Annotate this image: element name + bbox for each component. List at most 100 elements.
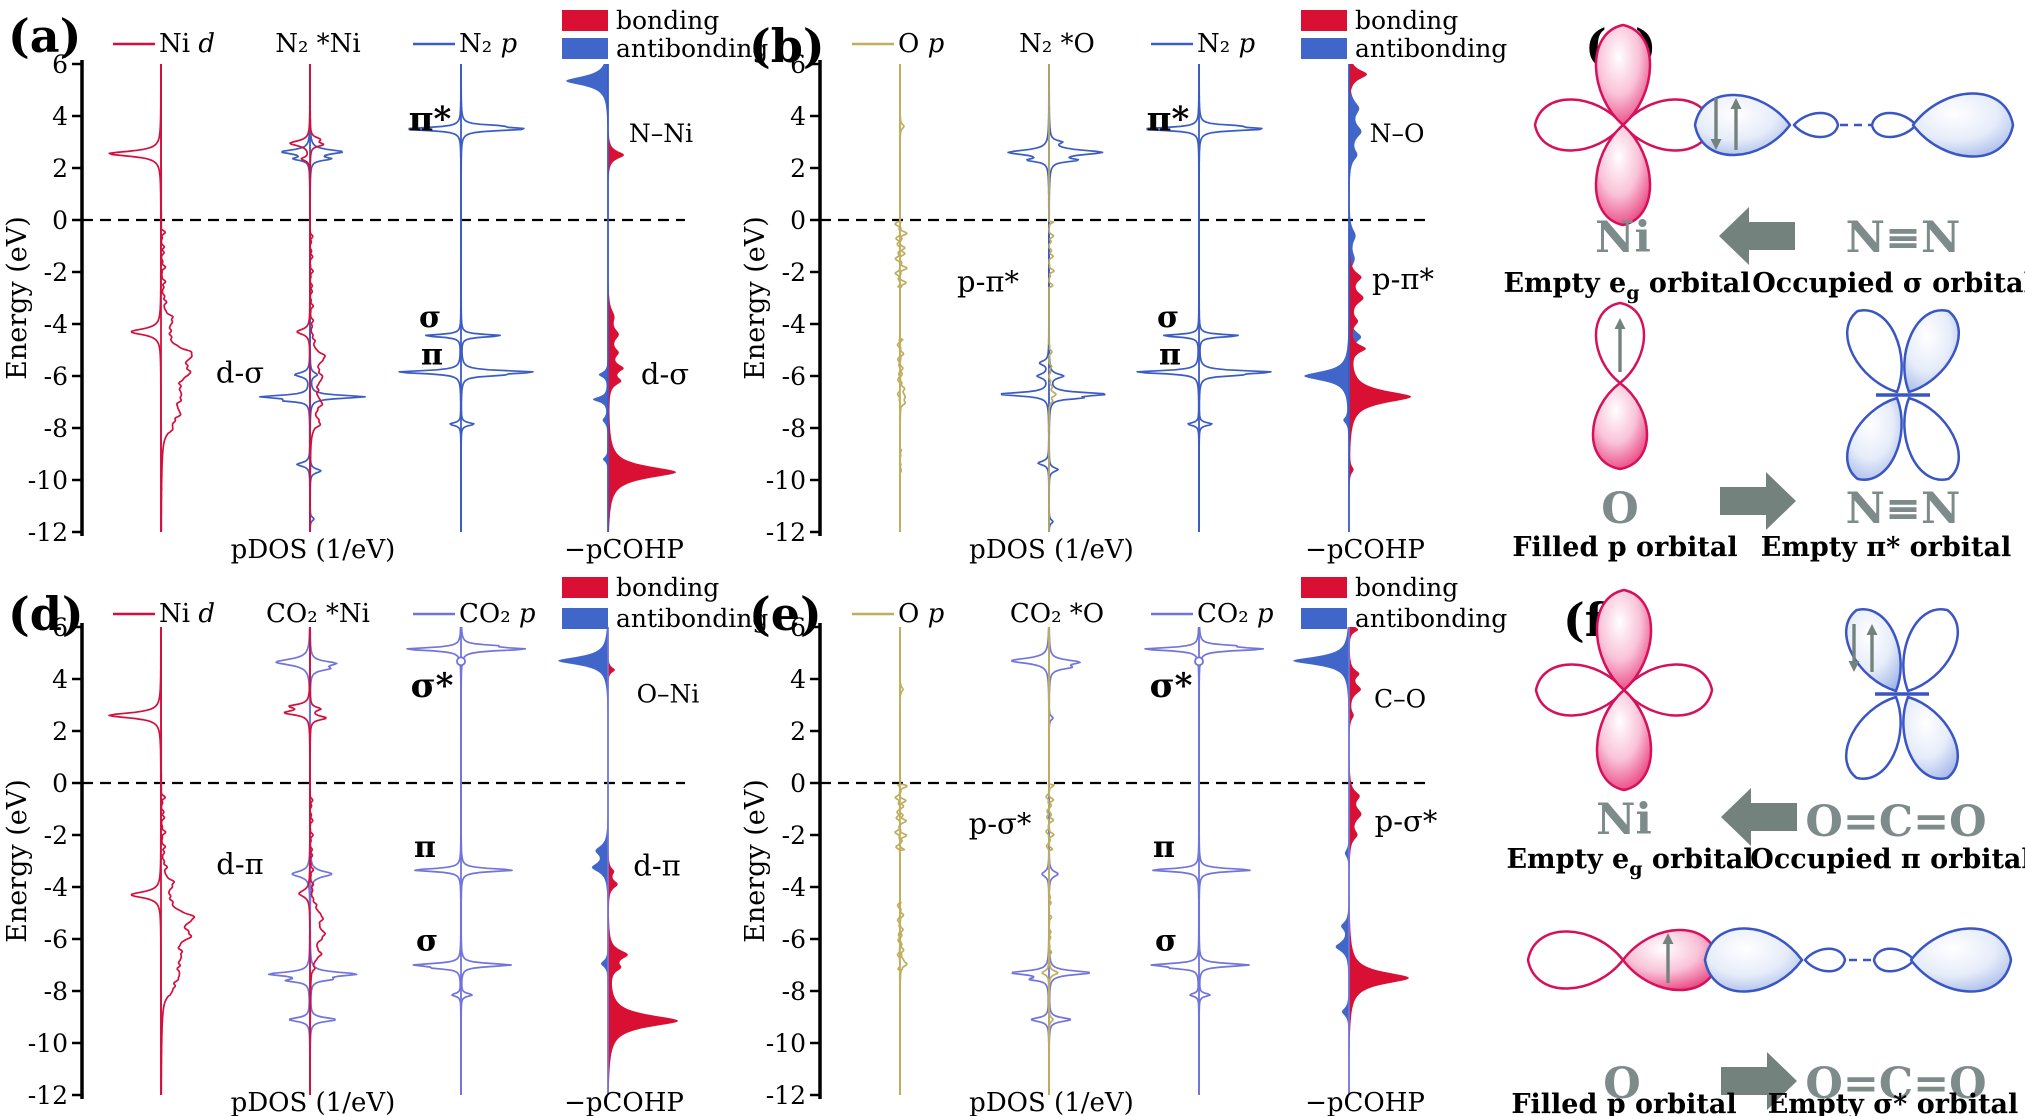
- orbital-sublabel: Occupied σ orbital: [1752, 268, 2025, 299]
- y-tick-label: -2: [782, 821, 806, 850]
- y-tick-label: 0: [52, 769, 68, 798]
- dos-column-d-0: [108, 627, 196, 1095]
- y-axis-title: Energy (eV): [2, 779, 33, 943]
- orbital-annotation: σ: [419, 300, 441, 335]
- pcohp-column-b: N–O: [1304, 64, 1424, 532]
- bond-pair-label: O–Ni: [637, 679, 700, 708]
- orbital-annotation: π*: [1147, 99, 1190, 139]
- bonding-legend-label: bonding: [1355, 573, 1458, 602]
- sigma-orbital-filled-lobe: [1911, 92, 2015, 158]
- y-tick-label: 0: [52, 206, 68, 235]
- y-tick-label: -8: [44, 414, 68, 443]
- orbital-annotation: σ: [416, 924, 438, 959]
- spin-arrow-head: [1848, 661, 1860, 672]
- orbital-annotation: π: [1153, 830, 1175, 865]
- orbital-sublabel: Filled p orbital: [1512, 532, 1737, 563]
- species-label: O=C=O: [1805, 797, 1986, 847]
- orbital-sublabel: Occupied π orbital: [1750, 844, 2025, 875]
- pdos-axis-label: pDOS (1/eV): [969, 1088, 1134, 1116]
- dos-column-e-1: [1011, 627, 1090, 1095]
- column-header: CO₂ *Ni: [266, 599, 370, 629]
- dos-curve: [267, 627, 311, 1095]
- pcohp-antibonding-area: [558, 627, 608, 1095]
- y-tick-label: -6: [44, 925, 68, 954]
- panel-label-d: (d): [8, 587, 84, 641]
- d-orbital-lobe-empty: [1533, 98, 1625, 152]
- y-tick-label: 2: [790, 717, 806, 746]
- donation-arrow-right: [1721, 1052, 1797, 1110]
- orbital-annotation: σ*: [411, 666, 454, 706]
- y-tick-label: 4: [52, 102, 68, 131]
- panel-e: (e)6 4 2 0 -2 -4 -6 -8 -10 -12 Energy (eV) O p CO₂ *…: [740, 573, 1507, 1116]
- pcohp-column-d: O–Ni: [558, 627, 700, 1095]
- column-header: CO₂ *O: [1010, 599, 1104, 629]
- antibonding-legend-swatch: [562, 608, 608, 629]
- dos-curve: [894, 627, 901, 1095]
- orbital-annotation: π*: [409, 99, 452, 139]
- antibonding-legend-label: antibonding: [1355, 34, 1507, 63]
- column-header: N₂ p: [1197, 29, 1255, 59]
- orbital-annotation: p-σ*: [969, 807, 1032, 841]
- pdos-axis-label: pDOS (1/eV): [231, 535, 396, 565]
- orbital-annotation: d-π: [633, 848, 680, 882]
- pcohp-bonding-area: [608, 64, 676, 532]
- species-label: N≡N: [1846, 213, 1961, 263]
- pcohp-axis-label: −pCOHP: [1305, 1088, 1425, 1116]
- dos-curve: [1041, 627, 1050, 1095]
- y-tick-label: 2: [52, 154, 68, 183]
- p-orbital-empty-lobe: [1594, 301, 1646, 385]
- orbital-annotation: σ: [1157, 300, 1179, 335]
- y-tick-label: -10: [28, 466, 68, 495]
- orbital-sublabel: Empty eg orbital: [1503, 268, 1750, 304]
- y-tick-label: -6: [782, 925, 806, 954]
- pcohp-bonding-area: [1349, 627, 1409, 1095]
- bonding-legend-label: bonding: [1355, 6, 1458, 35]
- pcohp-axis-label: −pCOHP: [564, 535, 684, 565]
- sigma-orbital-filled-lobe: [1909, 927, 2013, 993]
- pdos-axis-label: pDOS (1/eV): [231, 1088, 396, 1116]
- column-header: Ni d: [159, 599, 215, 629]
- orbital-annotation: d-σ: [216, 356, 264, 390]
- pcohp-antibonding-area: [1349, 64, 1362, 532]
- pi-orbital-lobe-filled: [1902, 695, 1959, 780]
- spin-arrow-head: [1662, 933, 1674, 944]
- panel-label-a: (a): [8, 9, 81, 63]
- y-tick-label: -10: [28, 1029, 68, 1058]
- bonding-legend-swatch: [1301, 577, 1347, 598]
- y-tick-label: -10: [766, 466, 806, 495]
- p-orbital-empty-lobe: [1526, 930, 1625, 990]
- y-tick-label: -4: [44, 310, 68, 339]
- pdos-axis-label: pDOS (1/eV): [969, 535, 1134, 565]
- sigma-orbital-filled-lobe: [1703, 927, 1804, 993]
- spin-arrow-head: [1614, 318, 1626, 329]
- bonding-legend-swatch: [1301, 10, 1347, 31]
- pcohp-bonding-area: [1349, 64, 1412, 532]
- orbital-annotation: π: [1159, 337, 1181, 372]
- column-header: O p: [898, 29, 945, 59]
- species-label: N≡N: [1846, 484, 1961, 534]
- y-tick-label: -8: [782, 977, 806, 1006]
- orbital-annotation: p-π*: [957, 265, 1019, 299]
- bond-pair-label: N–Ni: [629, 119, 693, 148]
- y-tick-label: 2: [790, 154, 806, 183]
- y-tick-label: 0: [790, 769, 806, 798]
- spin-arrow-head: [1730, 98, 1742, 109]
- y-tick-label: -2: [782, 258, 806, 287]
- y-tick-label: -4: [782, 873, 806, 902]
- dos-curve: [160, 64, 193, 532]
- bonding-legend-swatch: [562, 577, 608, 598]
- d-orbital-lobe-filled: [1594, 23, 1652, 127]
- y-tick-label: -12: [28, 1081, 68, 1110]
- y-tick-label: -2: [44, 821, 68, 850]
- pcohp-antibonding-area: [1293, 627, 1349, 1095]
- donation-arrow-left: [1719, 207, 1795, 265]
- antibonding-legend-swatch: [1301, 608, 1347, 629]
- dos-column-a-2: [398, 64, 534, 532]
- y-tick-label: -4: [782, 310, 806, 339]
- column-header: N₂ p: [459, 29, 517, 59]
- sigma-orbital-small-empty-lobe: [1792, 111, 1840, 139]
